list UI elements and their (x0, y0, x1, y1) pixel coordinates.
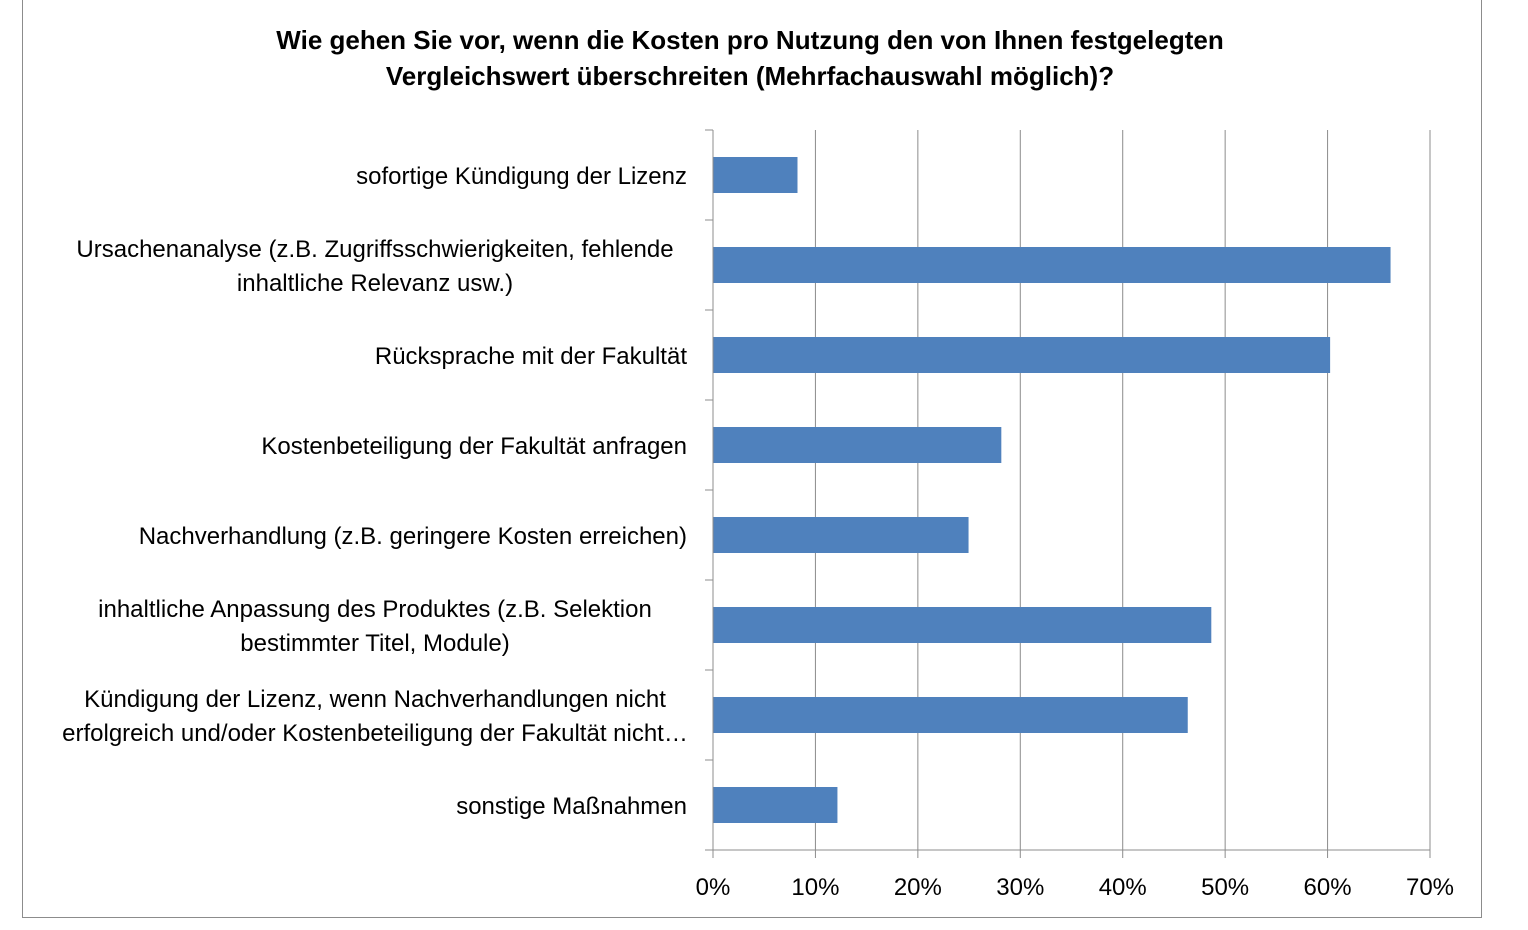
category-label: inhaltliche Anpassung des Produktes (z.B… (98, 596, 652, 623)
chart-title-line-2: Vergleichswert überschreiten (Mehrfachau… (385, 61, 1115, 91)
bar (713, 247, 1391, 283)
x-tick-label: 50% (1201, 874, 1249, 901)
chart-title-line-1: Wie gehen Sie vor, wenn die Kosten pro N… (276, 25, 1224, 55)
category-label: Kostenbeteiligung der Fakultät anfragen (261, 433, 687, 460)
category-label: inhaltliche Relevanz usw.) (237, 270, 513, 297)
category-label: Nachverhandlung (z.B. geringere Kosten e… (139, 523, 687, 550)
bar (713, 697, 1188, 733)
category-label: Ursachenanalyse (z.B. Zugriffsschwierigk… (76, 236, 673, 263)
category-label: sonstige Maßnahmen (456, 793, 687, 820)
chart-frame (22, 0, 1482, 918)
category-label: Kündigung der Lizenz, wenn Nachverhandlu… (84, 686, 666, 713)
bar (713, 787, 838, 823)
x-tick-label: 0% (696, 874, 731, 901)
bar (713, 607, 1212, 643)
bar (713, 337, 1331, 373)
bar (713, 427, 1002, 463)
x-tick-label: 70% (1406, 874, 1454, 901)
category-label: erfolgreich und/oder Kostenbeteiligung d… (62, 720, 688, 747)
x-tick-label: 30% (996, 874, 1044, 901)
x-tick-label: 10% (791, 874, 839, 901)
category-label: bestimmter Titel, Module) (240, 630, 509, 657)
category-label: sofortige Kündigung der Lizenz (356, 163, 687, 190)
category-label: Rücksprache mit der Fakultät (375, 343, 687, 370)
x-tick-label: 20% (894, 874, 942, 901)
bar (713, 157, 798, 193)
bar (713, 517, 969, 553)
x-tick-label: 60% (1304, 874, 1352, 901)
x-tick-label: 40% (1099, 874, 1147, 901)
